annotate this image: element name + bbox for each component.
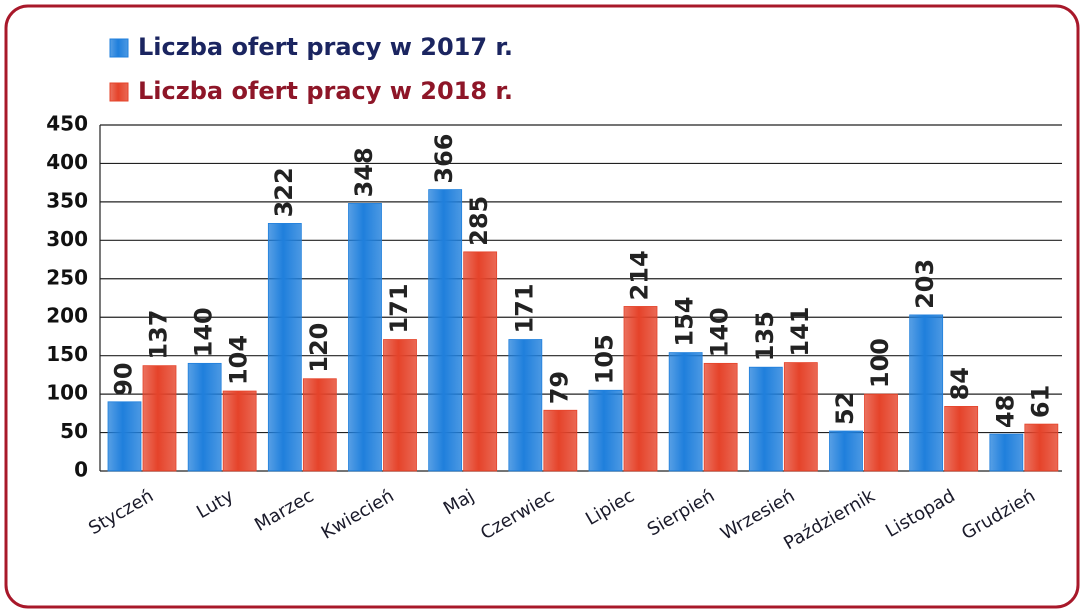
value-label: 61 [1026, 385, 1054, 418]
value-label: 90 [110, 362, 138, 395]
y-tick-label: 200 [46, 304, 88, 328]
bar [187, 362, 222, 472]
value-label: 141 [786, 306, 814, 356]
legend-label: Liczba ofert pracy w 2017 r. [138, 33, 513, 61]
value-label: 137 [145, 310, 173, 360]
bar [267, 223, 302, 472]
y-tick-label: 100 [46, 381, 88, 405]
value-label: 135 [751, 311, 779, 361]
value-label: 104 [225, 335, 253, 385]
bar [668, 352, 703, 472]
bar [703, 362, 738, 472]
bar [383, 339, 417, 472]
bar [463, 251, 498, 472]
value-label: 100 [866, 338, 894, 388]
value-label: 171 [385, 283, 413, 333]
value-label: 366 [430, 133, 458, 183]
value-label: 48 [991, 395, 1019, 428]
value-label: 52 [831, 392, 859, 425]
value-label: 140 [190, 307, 218, 357]
y-tick-label: 50 [60, 419, 88, 443]
bar [623, 306, 658, 472]
bar [829, 430, 863, 472]
value-label: 79 [545, 371, 573, 404]
y-tick-label: 150 [46, 342, 88, 366]
value-label: 120 [305, 323, 333, 373]
bar [348, 203, 382, 472]
y-tick-label: 0 [74, 458, 88, 482]
bar [748, 366, 783, 472]
y-tick-label: 300 [46, 227, 88, 251]
y-tick-label: 400 [46, 150, 88, 174]
value-label: 285 [465, 196, 493, 246]
bar [944, 406, 979, 472]
value-label: 171 [510, 283, 538, 333]
bar [909, 314, 944, 472]
y-tick-label: 250 [46, 265, 88, 289]
y-tick-label: 350 [46, 188, 88, 212]
value-label: 203 [911, 259, 939, 309]
bar [989, 433, 1024, 472]
bar [864, 393, 898, 472]
bar [107, 401, 142, 472]
bar [1024, 423, 1059, 472]
value-label: 84 [946, 367, 974, 400]
bar [142, 365, 177, 472]
bar [588, 389, 623, 472]
value-label: 140 [706, 307, 734, 357]
legend-swatch [109, 82, 129, 102]
bar [302, 378, 337, 472]
bar [783, 362, 818, 472]
legend-swatch [109, 38, 129, 58]
legend-label: Liczba ofert pracy w 2018 r. [138, 77, 513, 105]
bar [428, 189, 463, 472]
y-tick-label: 450 [46, 112, 88, 136]
value-label: 154 [671, 296, 699, 346]
value-label: 322 [270, 167, 298, 217]
bar [508, 339, 543, 472]
value-label: 348 [350, 147, 378, 197]
bar [222, 390, 257, 472]
value-label: 105 [591, 334, 619, 384]
bar [543, 409, 578, 472]
value-label: 214 [626, 250, 654, 300]
